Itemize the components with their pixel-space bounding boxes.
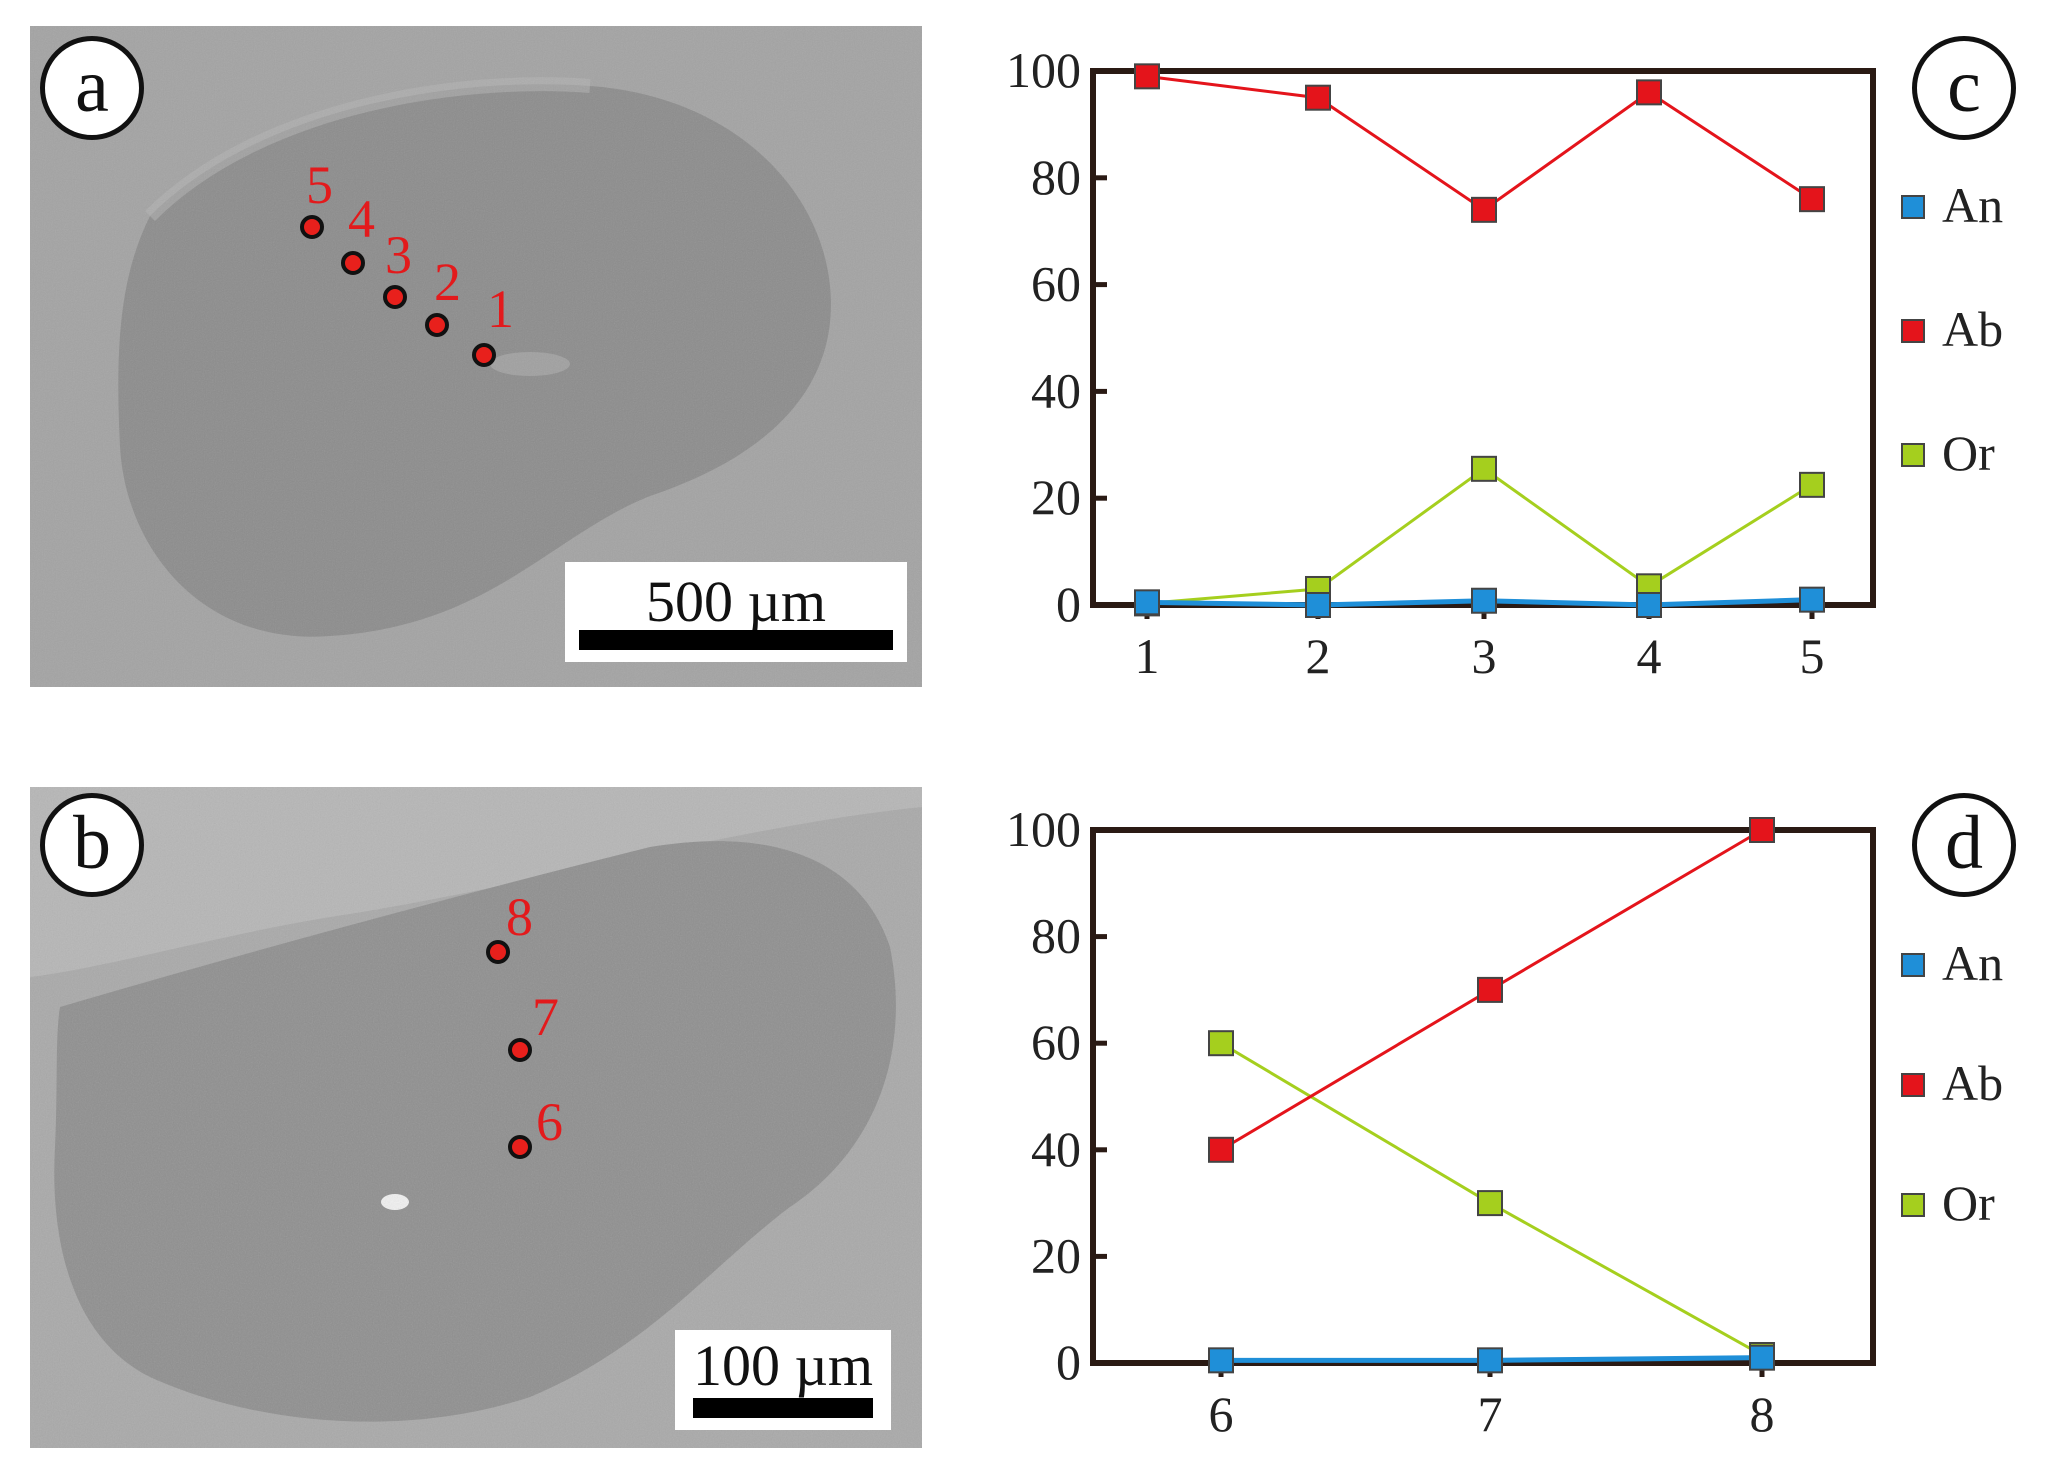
legend-label-or: Or xyxy=(1942,1175,1995,1231)
legend-swatch-ab xyxy=(1901,1073,1925,1097)
y-tick-label: 100 xyxy=(1006,42,1081,98)
y-tick-label: 60 xyxy=(1031,256,1081,312)
point-label-3: 3 xyxy=(385,225,412,285)
panel-label-d: d xyxy=(1912,793,2016,897)
legend-label-an: An xyxy=(1942,177,2003,233)
y-tick-label: 100 xyxy=(1006,801,1081,857)
panel-label-c: c xyxy=(1912,36,2016,140)
series-line-or xyxy=(1146,466,1813,605)
x-tick-label: 2 xyxy=(1306,628,1331,684)
point-or-6 xyxy=(1208,1030,1234,1057)
point-label-6: 6 xyxy=(536,1092,563,1152)
x-tick-label: 5 xyxy=(1800,628,1825,684)
analysis-point-2 xyxy=(425,313,449,337)
legend-swatch-ab xyxy=(1901,319,1925,343)
plot-frame xyxy=(1090,827,1876,1366)
point-an-2 xyxy=(1305,592,1331,618)
analysis-point-4 xyxy=(341,251,365,275)
point-label-7: 7 xyxy=(532,987,559,1047)
point-label-5: 5 xyxy=(306,155,333,215)
x-tick-label: 1 xyxy=(1135,628,1160,684)
point-label-1: 1 xyxy=(487,279,514,339)
point-or-7 xyxy=(1477,1190,1503,1217)
chart-c-svg: 0 20 40 60 80 100 1 2 3 4 5 An Ab Or xyxy=(1006,42,2003,684)
point-an-5 xyxy=(1799,586,1825,613)
legend-label-ab: Ab xyxy=(1942,1055,2003,1111)
analysis-point-5 xyxy=(300,215,324,239)
analysis-point-3 xyxy=(383,285,407,309)
scale-bar-text-a: 500 µm xyxy=(645,569,827,634)
legend-swatch-or xyxy=(1901,1193,1925,1217)
point-label-4: 4 xyxy=(348,189,375,249)
scale-bar-text-b: 100 µm xyxy=(692,1333,874,1398)
chart-d: 0 20 40 60 80 100 6 7 8 An Ab Or xyxy=(960,790,2048,1475)
scale-bar-line-a xyxy=(579,630,893,650)
point-an-8 xyxy=(1749,1344,1775,1371)
x-tick-label: 4 xyxy=(1637,628,1662,684)
scale-bar-a: 500 µm xyxy=(565,562,907,662)
y-tick-label: 80 xyxy=(1031,908,1081,964)
analysis-point-6 xyxy=(508,1135,532,1159)
y-tick-label: 0 xyxy=(1056,1334,1081,1390)
point-an-6 xyxy=(1208,1347,1234,1374)
legend-swatch-an xyxy=(1901,953,1925,977)
x-tick-label: 6 xyxy=(1209,1386,1234,1442)
point-an-7 xyxy=(1477,1347,1503,1374)
y-tick-label: 40 xyxy=(1031,362,1081,418)
legend-label-ab: Ab xyxy=(1942,301,2003,357)
analysis-point-8 xyxy=(486,940,510,964)
panel-label-a: a xyxy=(40,36,144,140)
point-ab-5 xyxy=(1799,186,1825,213)
point-label-8: 8 xyxy=(506,887,533,947)
panel-label-b: b xyxy=(40,793,144,897)
legend-swatch-or xyxy=(1901,443,1925,467)
analysis-point-7 xyxy=(508,1038,532,1062)
analysis-point-1 xyxy=(472,343,496,367)
point-ab-4 xyxy=(1636,79,1662,106)
plot-frame xyxy=(1090,68,1876,608)
point-ab-6 xyxy=(1208,1136,1234,1163)
y-tick-label: 20 xyxy=(1031,469,1081,525)
point-ab-7 xyxy=(1477,976,1503,1003)
point-ab-8 xyxy=(1749,817,1775,843)
scale-bar-line-b xyxy=(693,1398,873,1418)
chart-d-svg: 0 20 40 60 80 100 6 7 8 An Ab Or xyxy=(1006,801,2003,1442)
point-an-1 xyxy=(1134,589,1160,616)
y-tick-label: 80 xyxy=(1031,149,1081,205)
scale-bar-b: 100 µm xyxy=(675,1330,891,1430)
legend-label-an: An xyxy=(1942,935,2003,991)
x-tick-label: 3 xyxy=(1472,628,1497,684)
point-or-3 xyxy=(1471,455,1497,482)
x-tick-label: 8 xyxy=(1750,1386,1775,1442)
sem-image-b xyxy=(30,787,922,1448)
y-tick-label: 20 xyxy=(1031,1227,1081,1283)
y-tick-label: 0 xyxy=(1056,576,1081,632)
y-tick-label: 60 xyxy=(1031,1014,1081,1070)
point-label-2: 2 xyxy=(434,252,461,312)
point-ab-1 xyxy=(1134,63,1160,90)
legend-label-or: Or xyxy=(1942,425,1995,481)
point-ab-2 xyxy=(1305,84,1331,111)
y-tick-label: 40 xyxy=(1031,1121,1081,1177)
point-ab-3 xyxy=(1471,196,1497,223)
point-an-4 xyxy=(1636,592,1662,618)
x-tick-label: 7 xyxy=(1478,1386,1503,1442)
legend-swatch-an xyxy=(1901,195,1925,219)
chart-c: 0 20 40 60 80 100 1 2 3 4 5 An Ab Or xyxy=(960,30,2048,710)
series-line-ab xyxy=(1146,74,1813,212)
point-or-5 xyxy=(1799,471,1825,498)
point-an-3 xyxy=(1471,587,1497,614)
